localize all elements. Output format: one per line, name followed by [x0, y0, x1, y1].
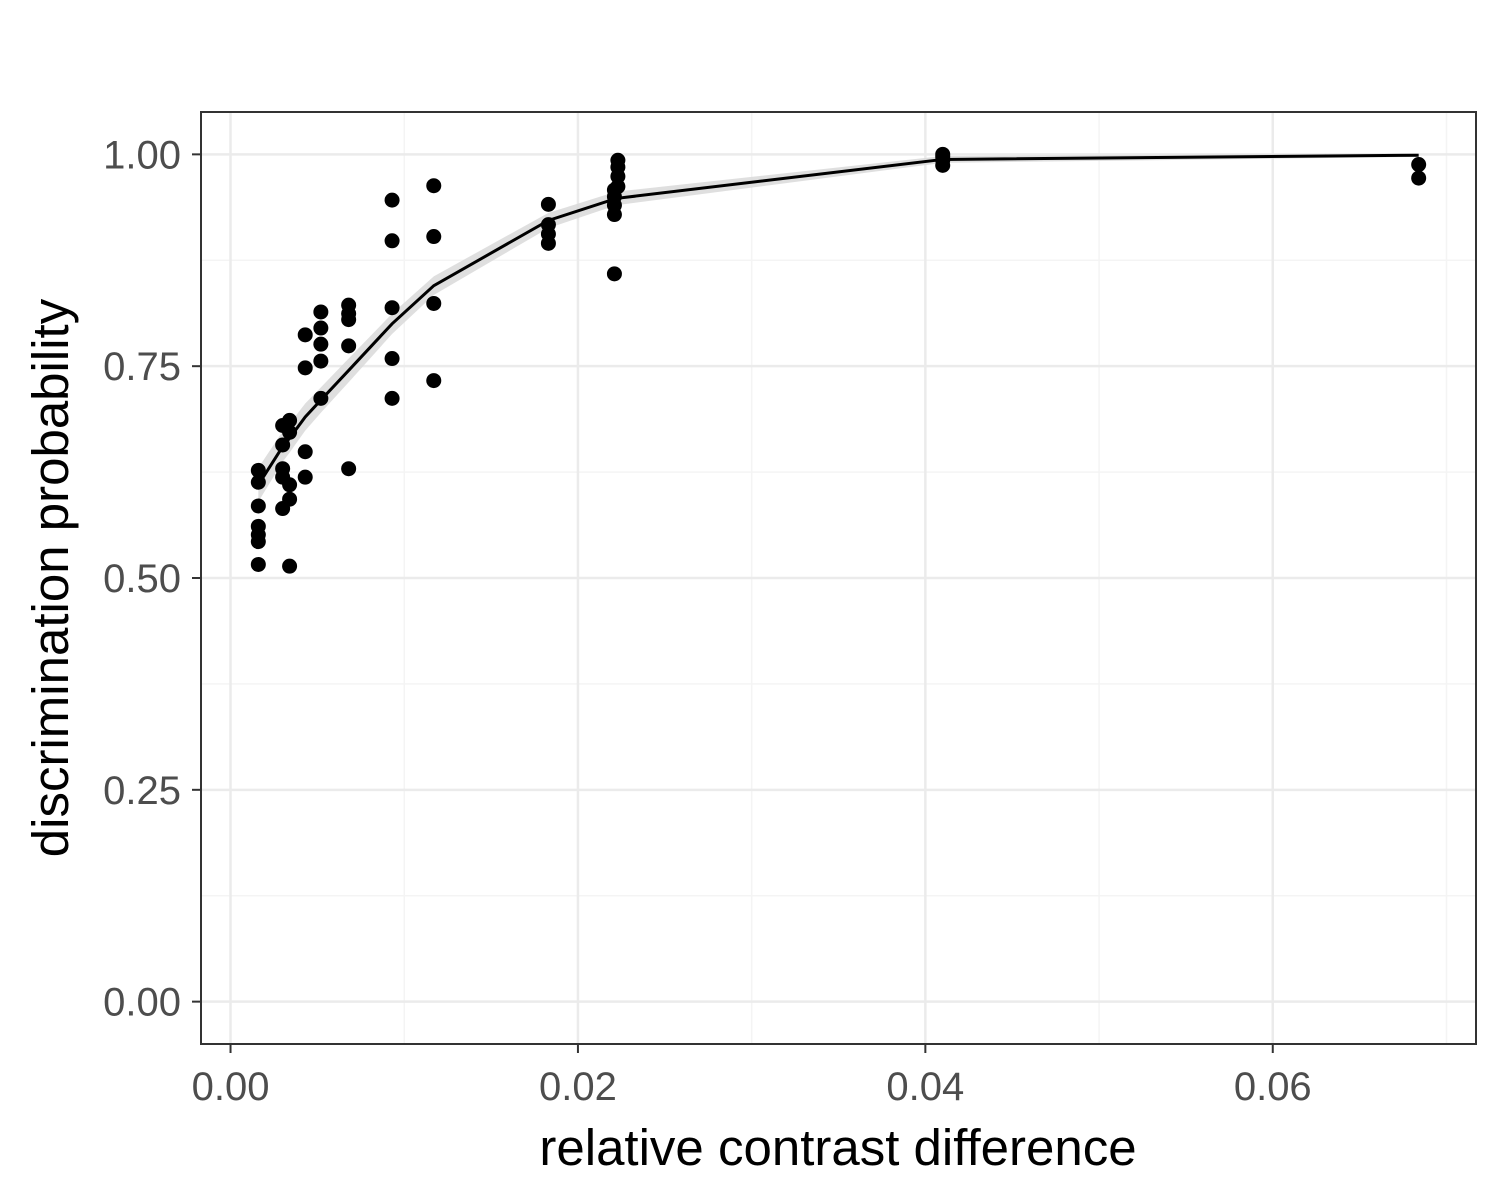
data-point — [426, 178, 442, 194]
data-point — [250, 556, 266, 572]
data-point — [1411, 157, 1427, 173]
data-point — [384, 233, 400, 249]
data-point — [250, 474, 266, 490]
data-point — [282, 412, 298, 428]
data-point — [282, 477, 298, 493]
y-tick-label: 0.75 — [103, 345, 181, 389]
x-axis-ticks: 0.00 0.02 0.04 0.06 — [192, 1044, 1312, 1109]
x-tick-label: 0.06 — [1234, 1065, 1312, 1109]
data-point — [282, 558, 298, 574]
x-tick-label: 0.04 — [886, 1065, 964, 1109]
y-tick-label: 0.50 — [103, 557, 181, 601]
data-point — [282, 491, 298, 507]
data-point — [282, 424, 298, 440]
data-point — [297, 327, 313, 343]
data-point — [341, 312, 357, 328]
x-axis-title: relative contrast difference — [539, 1119, 1136, 1176]
x-tick-label: 0.00 — [192, 1065, 270, 1109]
data-point — [384, 300, 400, 316]
data-point — [1411, 170, 1427, 186]
y-axis-ticks: 0.00 0.25 0.50 0.75 1.00 — [103, 133, 201, 1025]
data-point — [313, 390, 329, 406]
data-point — [250, 498, 266, 514]
data-point — [250, 462, 266, 478]
data-point — [426, 295, 442, 311]
data-point — [313, 353, 329, 369]
y-tick-label: 0.00 — [103, 981, 181, 1025]
data-point — [341, 461, 357, 477]
data-point — [935, 157, 951, 173]
data-point — [426, 229, 442, 245]
data-point — [384, 390, 400, 406]
y-tick-label: 0.25 — [103, 769, 181, 813]
data-point — [606, 266, 622, 282]
data-point — [384, 192, 400, 208]
major-gridlines — [201, 112, 1476, 1044]
data-point — [297, 469, 313, 485]
y-tick-label: 1.00 — [103, 133, 181, 177]
data-point — [297, 444, 313, 460]
data-point — [426, 373, 442, 389]
data-point — [384, 351, 400, 367]
data-point — [540, 196, 556, 212]
data-point — [341, 338, 357, 354]
data-point — [606, 207, 622, 223]
data-point — [297, 360, 313, 376]
data-point — [313, 336, 329, 352]
data-points-layer — [250, 146, 1427, 574]
x-tick-label: 0.02 — [539, 1065, 617, 1109]
data-point — [313, 320, 329, 336]
data-point — [540, 235, 556, 251]
y-axis-title: discrimination probability — [22, 298, 79, 857]
data-point — [250, 534, 266, 550]
data-point — [313, 304, 329, 320]
data-point — [610, 179, 626, 195]
data-point — [275, 437, 291, 453]
